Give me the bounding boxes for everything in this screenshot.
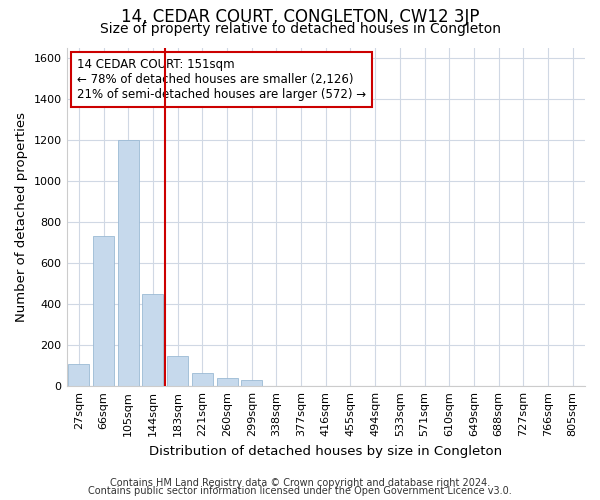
Bar	[142, 294, 163, 386]
Bar	[68, 364, 89, 386]
Bar	[93, 236, 114, 386]
Bar	[118, 140, 139, 386]
Text: Contains public sector information licensed under the Open Government Licence v3: Contains public sector information licen…	[88, 486, 512, 496]
X-axis label: Distribution of detached houses by size in Congleton: Distribution of detached houses by size …	[149, 444, 502, 458]
Bar	[167, 356, 188, 386]
Text: Size of property relative to detached houses in Congleton: Size of property relative to detached ho…	[100, 22, 500, 36]
Bar	[192, 373, 213, 386]
Bar	[241, 380, 262, 386]
Text: 14 CEDAR COURT: 151sqm
← 78% of detached houses are smaller (2,126)
21% of semi-: 14 CEDAR COURT: 151sqm ← 78% of detached…	[77, 58, 366, 100]
Y-axis label: Number of detached properties: Number of detached properties	[15, 112, 28, 322]
Text: Contains HM Land Registry data © Crown copyright and database right 2024.: Contains HM Land Registry data © Crown c…	[110, 478, 490, 488]
Text: 14, CEDAR COURT, CONGLETON, CW12 3JP: 14, CEDAR COURT, CONGLETON, CW12 3JP	[121, 8, 479, 26]
Bar	[217, 378, 238, 386]
